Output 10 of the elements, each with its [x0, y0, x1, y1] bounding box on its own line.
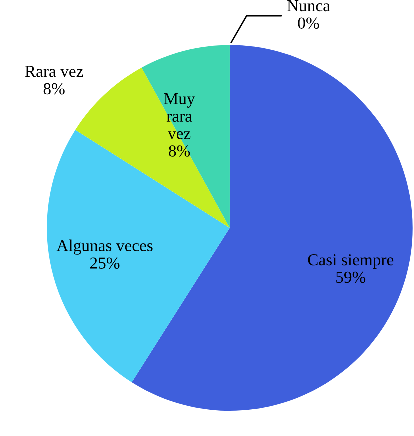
data-label: 59% [336, 272, 366, 284]
slice-label: Rara vez [25, 66, 84, 78]
pie-slice [142, 45, 230, 228]
category-label: Nunca [287, 0, 330, 12]
pie-slice [47, 130, 230, 383]
slice-label: Casi siempre [308, 254, 394, 270]
text: 0% [298, 18, 320, 30]
slice-label: Algunas veces [56, 240, 153, 255]
data-label: 8% [44, 83, 65, 95]
data-label: 25% [90, 258, 120, 270]
